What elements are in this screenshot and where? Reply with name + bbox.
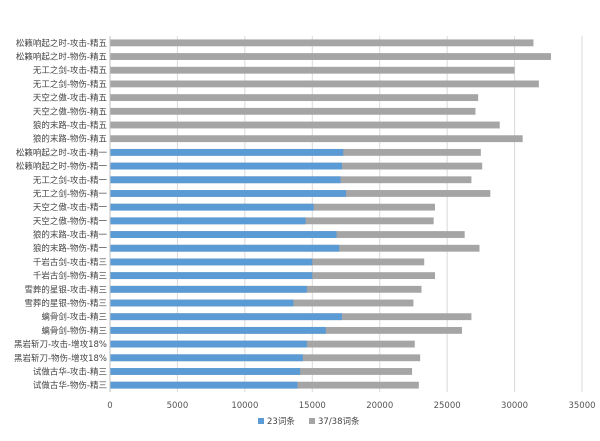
category-label: 千岩古剑-物伤-精三 (33, 271, 107, 282)
bar-series-23 (110, 368, 301, 375)
category-label: 黑岩斩刀-攻击-增攻18% (14, 339, 107, 350)
category-label: 狼的末路-物伤-精五 (33, 134, 108, 145)
bars (110, 39, 551, 389)
category-label: 无工之剑-攻击-精一 (33, 175, 108, 186)
category-label: 试做古华-物伤-精三 (33, 380, 107, 391)
bar-series-23 (110, 217, 306, 225)
bar-series-37-38 (110, 53, 551, 60)
category-label: 试做古华-攻击-精三 (33, 366, 107, 377)
bar-series-23 (110, 176, 341, 184)
legend-label: 37/38词条 (318, 416, 360, 427)
bar-series-23 (110, 326, 326, 334)
category-label: 黑岩斩刀-物伤-增攻18% (14, 353, 107, 364)
category-label: 无工之剑-物伤-精一 (33, 188, 108, 199)
category-label: 松籁响起之时-物伤-精五 (16, 52, 108, 63)
bar-series-23 (110, 285, 307, 293)
legend-swatch (258, 418, 264, 424)
bar-series-23 (110, 258, 313, 266)
category-label: 千岩古剑-攻击-精三 (33, 257, 107, 268)
bar-series-37-38 (110, 39, 534, 47)
bar-series-23 (110, 340, 307, 348)
x-tick-label: 0 (107, 401, 112, 411)
category-label: 松籁响起之时-攻击-精一 (16, 147, 108, 158)
category-labels: 松籁响起之时-攻击-精五松籁响起之时-物伤-精五无工之剑-攻击-精五无工之剑-物… (14, 38, 108, 391)
bar-series-37-38 (110, 80, 539, 88)
category-label: 天空之傲-攻击-精一 (33, 202, 108, 213)
category-label: 无工之剑-物伤-精五 (33, 79, 108, 90)
category-label: 天空之傲-物伤-精一 (33, 216, 108, 227)
legend-swatch (309, 418, 315, 424)
category-label: 螭骨剑-攻击-精三 (41, 312, 107, 323)
category-label: 雪葬的星银-攻击-精三 (24, 284, 107, 295)
bar-series-23 (110, 244, 340, 252)
bar-series-23 (110, 272, 313, 280)
legend: 23词条 37/38词条 (258, 416, 360, 427)
bar-series-23 (110, 354, 303, 362)
category-label: 雪葬的星银-物伤-精三 (24, 298, 107, 309)
category-label: 无工之剑-攻击-精五 (33, 65, 108, 76)
bar-series-23 (110, 299, 294, 307)
category-label: 狼的末路-攻击-精五 (33, 120, 108, 131)
bar-series-23 (110, 148, 344, 156)
category-label: 螭骨剑-物伤-精三 (41, 325, 107, 336)
x-tick-label: 30000 (501, 401, 528, 411)
bar-series-37-38 (110, 121, 500, 129)
x-tick-label: 35000 (568, 401, 595, 411)
x-tick-label: 15000 (299, 401, 326, 411)
x-tick-label: 10000 (231, 401, 258, 411)
category-label: 松籁响起之时-物伤-精一 (16, 161, 108, 172)
legend-label: 23词条 (267, 416, 295, 427)
category-label: 松籁响起之时-攻击-精五 (16, 38, 108, 49)
bar-series-23 (110, 313, 342, 321)
bar-series-37-38 (110, 107, 476, 115)
bar-series-37-38 (110, 66, 515, 74)
category-label: 狼的末路-攻击-精一 (33, 230, 108, 241)
category-label: 天空之傲-物伤-精五 (33, 106, 108, 117)
x-tick-label: 25000 (434, 401, 461, 411)
bar-series-23 (110, 190, 346, 197)
bar-series-23 (110, 231, 337, 238)
gridlines (176, 36, 583, 392)
x-tick-label: 5000 (167, 401, 189, 411)
category-label: 狼的末路-物伤-精一 (33, 243, 108, 254)
category-label: 天空之傲-攻击-精五 (33, 93, 108, 104)
x-tick-labels: 0 5000 10000 15000 20000 25000 30000 35000 (107, 401, 595, 411)
bar-series-23 (110, 203, 314, 211)
bar-series-37-38 (110, 94, 479, 102)
bar-series-23 (110, 162, 342, 170)
bar-series-37-38 (110, 135, 523, 143)
bar-series-23 (110, 381, 298, 389)
x-tick-label: 20000 (366, 401, 393, 411)
